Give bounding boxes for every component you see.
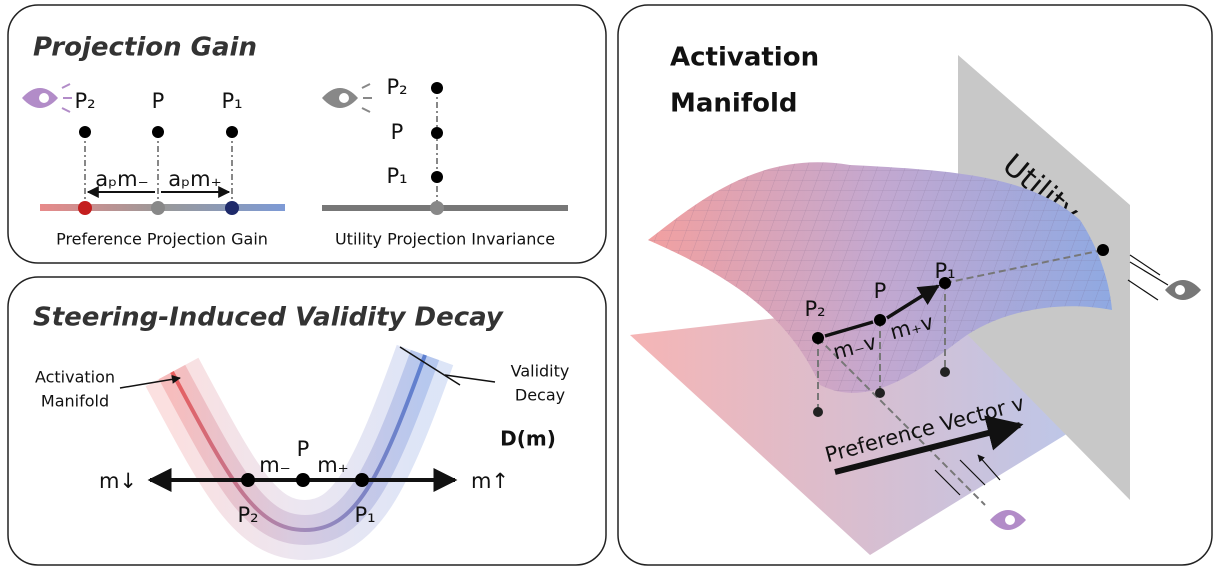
utility-axis [322, 205, 568, 211]
span-label: aₚm₋ [95, 167, 148, 191]
point-label: P₁ [221, 89, 242, 113]
panel-title: Projection Gain [33, 33, 257, 63]
caption: Preference Projection Gain [56, 230, 268, 249]
label: Validity [511, 362, 570, 381]
caption: Utility Projection Invariance [335, 230, 555, 249]
figure: Projection Gain P₂ P P₁ aₚm₋ aₚm₊ Prefer… [0, 0, 1217, 570]
label: Decay [515, 386, 565, 405]
point-label: P₂ [237, 503, 258, 527]
point-label: P₁ [934, 259, 955, 283]
point-label: P₁ [354, 503, 375, 527]
point-label: P [297, 437, 310, 461]
span-label: aₚm₊ [168, 167, 221, 191]
point-label: P₂ [74, 89, 95, 113]
point-label: P₁ [386, 164, 407, 188]
axis-label: m↓ [99, 469, 137, 493]
panel-title: Steering-Induced Validity Decay [33, 303, 504, 333]
point-label: P₂ [804, 297, 825, 321]
axis-label: m↑ [471, 469, 509, 493]
point-label: P [874, 279, 887, 303]
label: Activation [35, 368, 115, 387]
step-label: m₊ [317, 453, 349, 477]
point-label: P₂ [386, 75, 407, 99]
panel-title: Activation [670, 43, 819, 73]
panel-title: Manifold [670, 89, 798, 119]
point-label: P [391, 120, 404, 144]
step-label: m₋ [259, 453, 291, 477]
label: D(m) [500, 427, 556, 451]
point-label: P [152, 89, 165, 113]
label: Manifold [41, 392, 109, 411]
